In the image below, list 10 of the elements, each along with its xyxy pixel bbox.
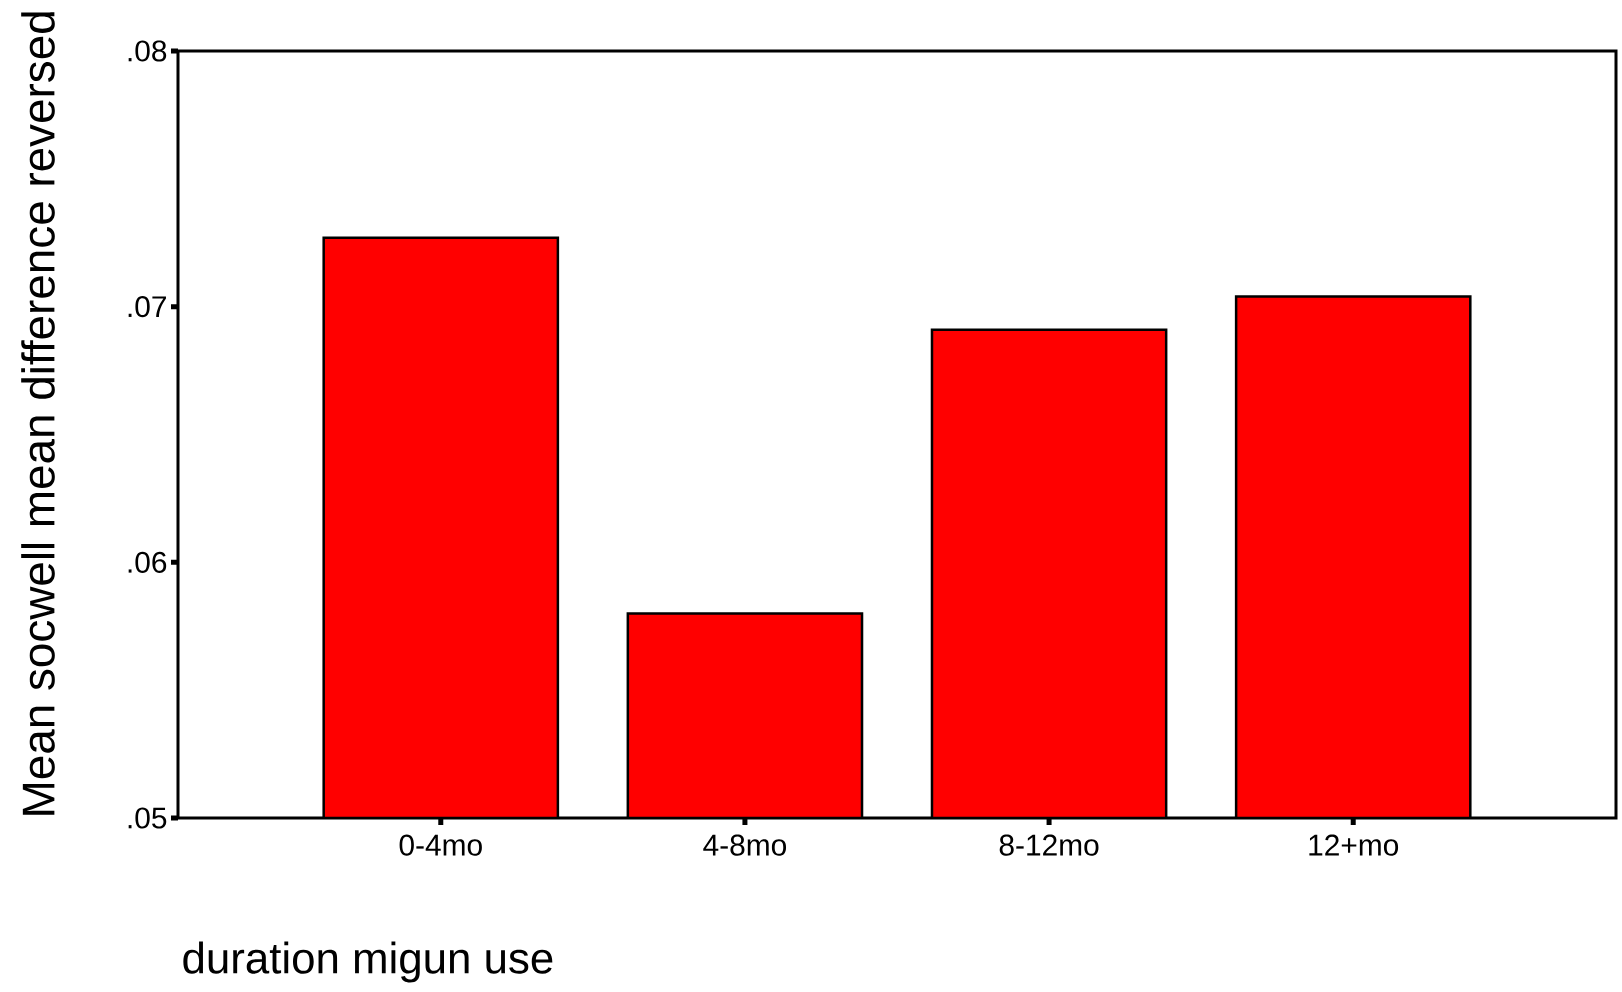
x-tick-label: 8-12mo [999,834,1099,856]
y-tick-label: .08 [128,40,167,62]
x-tick-label: 4-8mo [703,834,787,856]
y-tick-label: .07 [128,296,166,318]
y-tick-label: .06 [128,551,167,573]
y-axis-title: Mean socwell mean difference reversed [21,12,55,815]
x-axis-title: duration migun use [183,941,553,983]
y-tick-label: .05 [128,807,167,829]
x-tick-label: 12+mo [1309,834,1399,856]
x-tick-label: 0-4mo [399,834,482,856]
